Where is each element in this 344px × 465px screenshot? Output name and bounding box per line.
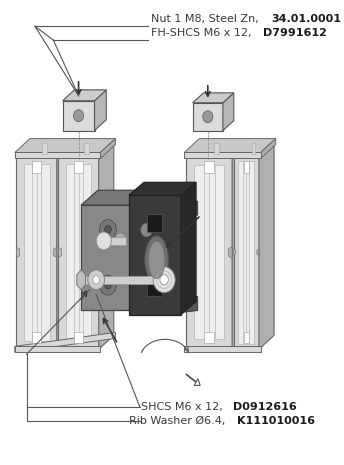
Polygon shape [234,155,259,349]
Polygon shape [15,153,100,159]
Polygon shape [234,249,236,255]
Polygon shape [184,346,261,352]
Text: FH-SHCS M6 x 12,: FH-SHCS M6 x 12, [151,28,255,38]
Polygon shape [203,146,230,151]
Text: SHCS M6 x 12,: SHCS M6 x 12, [141,402,226,412]
Polygon shape [15,346,100,352]
Polygon shape [54,247,57,258]
Polygon shape [84,143,88,154]
Polygon shape [32,146,56,151]
Polygon shape [181,182,196,314]
Polygon shape [100,139,116,159]
Text: Rib Washer Ø6.4,: Rib Washer Ø6.4, [129,416,229,426]
Polygon shape [147,214,162,232]
Polygon shape [204,161,214,173]
Polygon shape [129,195,181,314]
Circle shape [96,232,111,250]
Text: K111010016: K111010016 [237,416,315,426]
Text: D7991612: D7991612 [263,28,327,38]
Polygon shape [244,332,249,344]
Circle shape [88,270,105,290]
Polygon shape [261,139,276,159]
Polygon shape [184,153,261,159]
Circle shape [105,281,111,289]
Circle shape [74,110,84,122]
Polygon shape [104,237,126,245]
Polygon shape [147,278,162,296]
Polygon shape [81,205,130,310]
Polygon shape [77,270,85,290]
Polygon shape [194,165,224,339]
Polygon shape [63,101,95,131]
Circle shape [99,219,116,239]
Polygon shape [186,155,232,349]
Polygon shape [228,246,232,258]
Polygon shape [74,146,98,151]
Polygon shape [257,249,259,255]
Text: 34.01.0001: 34.01.0001 [271,14,341,24]
Polygon shape [95,90,106,131]
Polygon shape [193,93,234,103]
Polygon shape [81,190,147,205]
Polygon shape [186,246,190,258]
Polygon shape [252,143,256,154]
Text: D0912616: D0912616 [233,402,297,412]
Polygon shape [246,146,261,151]
Circle shape [93,276,99,284]
Polygon shape [130,195,172,210]
Polygon shape [58,141,114,155]
Polygon shape [234,141,274,155]
Polygon shape [32,332,41,344]
Ellipse shape [145,236,168,284]
Polygon shape [74,332,83,344]
Circle shape [105,226,111,233]
Polygon shape [214,143,219,154]
Circle shape [115,233,126,247]
Polygon shape [184,139,276,153]
Polygon shape [244,161,249,173]
Polygon shape [204,332,214,344]
Polygon shape [66,164,92,341]
Polygon shape [130,210,155,250]
Polygon shape [42,143,46,154]
Polygon shape [186,141,247,155]
Polygon shape [74,161,83,173]
Polygon shape [181,295,198,312]
Polygon shape [24,164,50,341]
Text: Nut 1 M8, Steel Zn,: Nut 1 M8, Steel Zn, [151,14,262,24]
Polygon shape [155,195,172,250]
Circle shape [160,275,168,285]
Polygon shape [96,247,99,258]
Circle shape [203,111,213,123]
Circle shape [153,267,175,292]
Polygon shape [15,332,116,352]
Circle shape [141,223,152,237]
Polygon shape [181,199,198,217]
Polygon shape [193,103,223,131]
Circle shape [99,275,116,295]
Polygon shape [57,141,72,349]
Polygon shape [17,247,20,258]
Polygon shape [84,276,159,284]
Polygon shape [58,247,62,258]
Polygon shape [17,141,72,155]
Polygon shape [99,141,114,349]
Polygon shape [130,268,148,288]
Polygon shape [232,141,247,349]
Polygon shape [15,139,116,153]
Polygon shape [63,90,106,101]
Ellipse shape [148,241,165,279]
Polygon shape [129,182,196,195]
Polygon shape [58,155,99,349]
Polygon shape [32,161,41,173]
Polygon shape [130,190,147,310]
Polygon shape [238,161,255,344]
Polygon shape [17,155,57,349]
Polygon shape [17,154,99,159]
Polygon shape [223,93,234,131]
Polygon shape [259,141,274,349]
